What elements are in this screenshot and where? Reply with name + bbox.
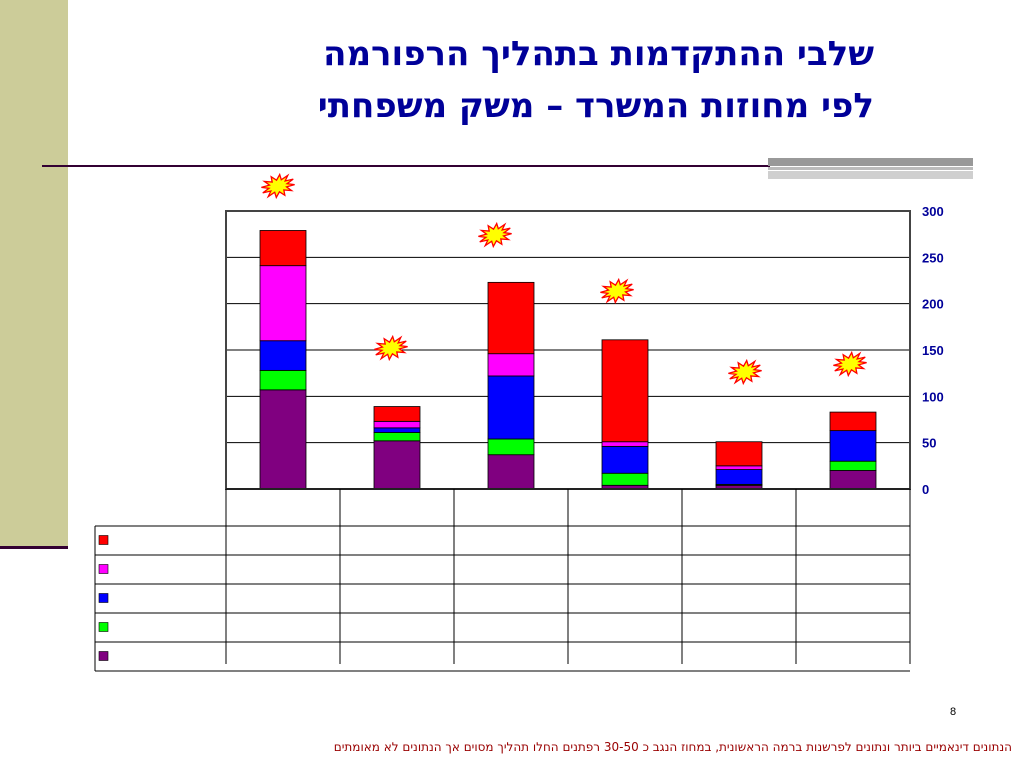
stacked-bar-chart: 0 50 100 150 200 250 300 [94,172,944,672]
bar-segment [487,454,535,490]
title-accent-bar [768,158,973,180]
bar-segment [487,353,535,377]
legend-key [98,535,109,545]
bar-segment [829,430,877,462]
bar-segment [487,375,535,440]
bar-segment [829,470,877,490]
bar-segment [259,389,307,490]
starburst-icon [833,350,867,378]
y-tick-label: 250 [922,250,944,265]
bar-segment [373,440,421,490]
legend-key [98,651,109,661]
bar-segment [601,472,649,486]
y-tick-label: 300 [922,204,944,219]
starburst-icon [478,221,512,249]
left-strip-divider [0,546,68,549]
title-line-1: שלבי ההתקדמות בתהליך הרפורמה [323,34,874,74]
bar-segment [487,281,535,355]
bar-segment [601,441,649,447]
bar-segment [601,445,649,474]
bar-segment [373,406,421,422]
bar-segment [373,420,421,429]
bar-segment [715,469,763,485]
slide-title: שלבי ההתקדמות בתהליך הרפורמה לפי מחוזות … [114,28,874,132]
legend-key [98,593,109,603]
y-tick-label: 150 [922,343,944,358]
title-divider [42,165,770,167]
starburst-icon [374,334,408,362]
footnote: הנתונים דינאמיים ביותר ונתונים לפרשנות ב… [333,740,1012,754]
starburst-icon [600,277,634,305]
y-tick-label: 50 [922,436,936,451]
title-line-2: לפי מחוזות המשרד – משק משפחתי [317,86,874,126]
y-tick-label: 0 [922,482,929,497]
bar-segment [829,460,877,471]
bar-segment [259,230,307,267]
bar-segment [829,411,877,432]
starburst-icon [261,172,295,200]
legend-key [98,622,109,632]
bar-segment [487,438,535,456]
bar-segment [373,427,421,433]
bar-segment [715,441,763,467]
bar-segment [259,265,307,342]
y-tick-label: 200 [922,297,944,312]
y-tick-label: 100 [922,389,944,404]
bar-segment [601,339,649,443]
bar-segment [259,369,307,391]
left-decoration-strip [0,0,68,548]
legend-key [98,564,109,574]
page-number: 8 [950,706,957,718]
starburst-icon [728,358,762,386]
bar-segment [259,340,307,371]
bar-segment [715,465,763,470]
bar-segment [373,432,421,442]
